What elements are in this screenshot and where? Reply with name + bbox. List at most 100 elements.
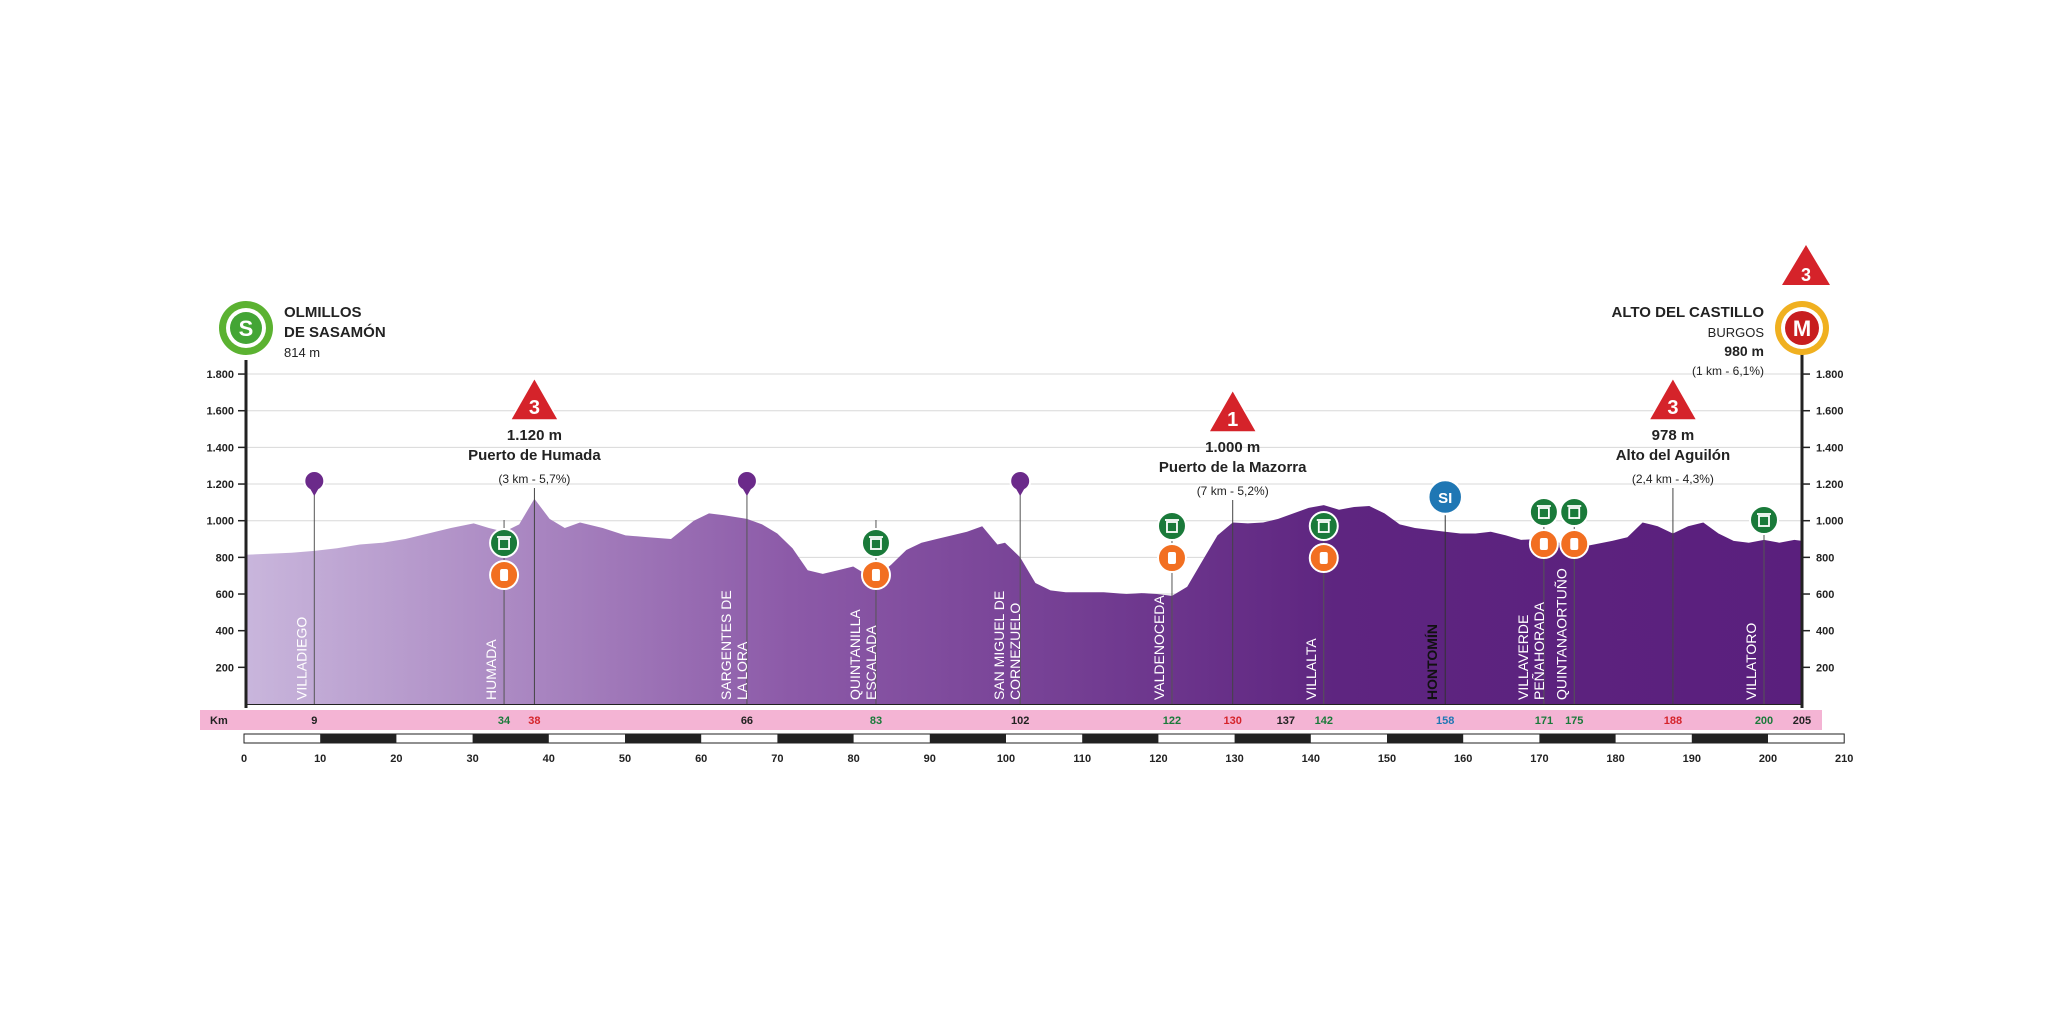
town-label: SARGENTES DE <box>718 590 734 700</box>
point-markers: SI <box>303 470 1779 590</box>
start-badge-letter: S <box>239 316 254 341</box>
town-labels: VILLADIEGO HUMADA SARGENTES DE LA LORA QUINT… <box>293 568 1759 700</box>
pin-tail-icon <box>742 489 751 496</box>
feed-zone-icon <box>1308 511 1339 541</box>
x-tick-label: 60 <box>695 753 707 765</box>
bottle-shape-icon <box>500 569 509 581</box>
bin-body-icon <box>1758 515 1770 527</box>
feed-zone-icon <box>1749 505 1779 535</box>
passage-pin-icon <box>303 470 326 492</box>
climb-category-triangle <box>1647 376 1699 421</box>
y-axis-ticks: 200 200 400 400 600 600 800 800 1.000 1.000 1.200 1… <box>206 369 1843 674</box>
km-marker-label: 38 <box>528 715 540 727</box>
y-tick-label-right: 200 <box>1816 662 1834 674</box>
scale-bar-segment <box>320 734 397 743</box>
climb-altitude: 1.120 m <box>507 427 562 444</box>
bottle-shape-icon <box>1167 552 1176 564</box>
passage-pin-icon <box>1009 470 1032 492</box>
x-tick-label: 170 <box>1530 753 1548 765</box>
y-tick-label-left: 1.400 <box>206 442 234 454</box>
town-label: LA LORA <box>734 641 750 700</box>
km-marker-label: 130 <box>1224 715 1242 727</box>
sprint-label: SI <box>1438 490 1452 507</box>
y-tick-label-right: 1.200 <box>1816 479 1844 491</box>
km-marker-label: 83 <box>870 715 882 727</box>
x-tick-label: 30 <box>466 753 478 765</box>
y-tick-label-left: 1.000 <box>206 516 234 528</box>
km-marker-label: 102 <box>1011 715 1029 727</box>
bin-body-icon <box>1568 507 1581 519</box>
x-tick-label: 150 <box>1378 753 1396 765</box>
scale-bar-segment <box>1691 734 1768 743</box>
climb-detail: (7 km - 5,2%) <box>1197 484 1269 498</box>
climb-category-number: 3 <box>529 397 540 419</box>
x-tick-label: 160 <box>1454 753 1472 765</box>
bottle-shape-icon <box>1539 538 1548 550</box>
x-tick-label: 80 <box>847 753 859 765</box>
passage-pin-icon <box>735 470 758 492</box>
climb-detail: (2,4 km - 4,3%) <box>1632 472 1714 486</box>
town-label: VILLALTA <box>1303 638 1319 700</box>
climb-name: Puerto de la Mazorra <box>1159 459 1307 476</box>
town-label: VILLADIEGO <box>293 617 309 700</box>
y-tick-label-right: 1.600 <box>1816 406 1844 418</box>
climb-annotations: 3 1.120 m Puerto de Humada (3 km - 5,7%) 1 1.… <box>468 376 1730 498</box>
start-name-line1: OLMILLOS <box>284 304 362 321</box>
y-tick-label-right: 1.000 <box>1816 516 1844 528</box>
km-band-label: Km <box>210 715 228 727</box>
finish-block: 3 M ALTO DEL CASTILLO BURGOS 980 m (1 km… <box>1612 245 1830 378</box>
town-label: CORNEZUELO <box>1007 603 1023 700</box>
y-tick-label-left: 600 <box>216 589 234 601</box>
climb-name: Puerto de Humada <box>468 447 601 464</box>
x-tick-label: 20 <box>390 753 402 765</box>
town-label: HONTOMÍN <box>1424 624 1440 700</box>
km-marker-label: 200 <box>1755 715 1773 727</box>
town-label: HUMADA <box>483 639 499 700</box>
km-band <box>200 710 1822 730</box>
climb-altitude: 1.000 m <box>1205 439 1260 456</box>
x-tick-label: 130 <box>1225 753 1243 765</box>
finish-detail: (1 km - 6,1%) <box>1692 364 1764 378</box>
start-altitude: 814 m <box>284 345 320 360</box>
scale-bar-segment <box>777 734 854 743</box>
y-tick-label-right: 800 <box>1816 552 1834 564</box>
town-label: VILLATORO <box>1743 623 1759 700</box>
climb-category-number: 3 <box>1667 397 1678 419</box>
x-tick-label: 200 <box>1759 753 1777 765</box>
feed-zone-icon <box>489 528 520 558</box>
x-tick-label: 40 <box>543 753 555 765</box>
distance-scale: 0 10 20 30 40 50 60 70 80 90 100 110 120 130 140 150 160… <box>241 733 1853 765</box>
climb-category-triangle <box>1207 388 1258 433</box>
pin-tail-icon <box>310 489 319 496</box>
scale-bar-segment <box>625 734 702 743</box>
x-tick-label: 100 <box>997 753 1015 765</box>
y-tick-label-left: 1.800 <box>206 369 234 381</box>
bottle-shape-icon <box>1570 538 1579 550</box>
x-tick-label: 120 <box>1149 753 1167 765</box>
climb-category-number: 1 <box>1227 409 1238 431</box>
y-tick-label-right: 600 <box>1816 589 1834 601</box>
bin-body-icon <box>498 538 510 550</box>
finish-badge-core <box>1785 311 1819 345</box>
start-name-line2: DE SASAMÓN <box>284 323 386 341</box>
scale-bar-segment <box>1539 734 1616 743</box>
km-marker-label: 188 <box>1664 715 1682 727</box>
scale-bar-segment <box>1387 734 1464 743</box>
climb-category-triangle <box>509 376 560 421</box>
bin-body-icon <box>1166 521 1178 533</box>
x-tick-label: 0 <box>241 753 247 765</box>
town-label: VALDENOCEDA <box>1151 595 1167 700</box>
bottle-shape-icon <box>871 569 880 581</box>
bottle-shape-icon <box>1319 552 1328 564</box>
km-markers: 9 34 38 66 83 102 122 130 137 142 158 171 175 188 200 2… <box>311 715 1811 727</box>
x-tick-label: 10 <box>314 753 326 765</box>
x-tick-label: 140 <box>1302 753 1320 765</box>
elevation-profile-area <box>246 498 1802 704</box>
y-tick-label-right: 400 <box>1816 626 1834 638</box>
finish-climb-triangle <box>1782 245 1830 285</box>
km-marker-label: 34 <box>498 715 511 727</box>
y-tick-label-right: 1.400 <box>1816 442 1844 454</box>
sprint-icon <box>1426 478 1464 516</box>
finish-climb-category: 3 <box>1801 265 1811 285</box>
